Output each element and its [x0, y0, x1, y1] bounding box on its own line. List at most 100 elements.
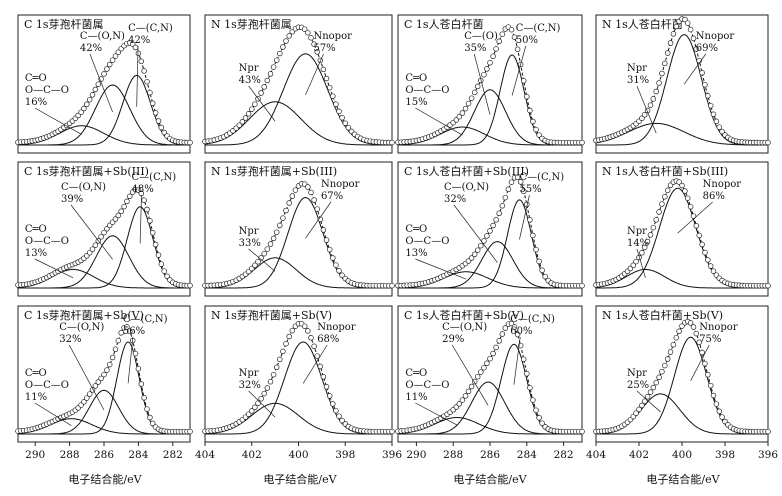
data-point [330, 401, 336, 407]
peak-2-label: Npr [239, 368, 259, 379]
data-point [273, 57, 280, 63]
peak-1-leader [305, 201, 332, 239]
panel-frame [17, 161, 191, 297]
panel-1: C 1s芽孢杆菌属 C—(C,N)42%C—(O,N)42%C═OO—C—O16% [15, 14, 193, 154]
data-point [462, 105, 469, 112]
data-point [511, 324, 518, 330]
peak-3-label: C═O [25, 368, 47, 379]
data-point [481, 364, 487, 371]
peak-2-label: 31% [627, 75, 649, 86]
x-axis-label-2: 电子结合能/eV [263, 472, 337, 486]
x-tick-label: 282 [163, 449, 183, 461]
data-point [520, 188, 527, 195]
data-points [15, 324, 193, 435]
data-point [283, 38, 289, 44]
x-tick-label: 396 [382, 449, 402, 461]
data-point [280, 44, 286, 50]
data-point [465, 388, 472, 395]
panel-title: C 1s人苍白杆菌 [404, 17, 484, 31]
peak-1-label: 55% [519, 184, 541, 195]
data-point [323, 384, 330, 390]
data-point [252, 101, 258, 107]
data-point [536, 258, 542, 265]
data-point [308, 335, 314, 341]
x-tick-label: 290 [406, 449, 426, 461]
data-point [249, 265, 255, 272]
x-tick-label: 404 [586, 449, 606, 461]
data-point [533, 126, 539, 133]
data-point [245, 411, 252, 417]
data-point [641, 244, 648, 251]
data-point [273, 229, 280, 235]
peak-1-label: Nnopor [317, 322, 356, 333]
peak-3-leader [34, 402, 72, 426]
data-point [511, 34, 518, 40]
data-point [283, 340, 289, 347]
data-point [286, 200, 292, 206]
data-point [487, 355, 493, 362]
data-point [487, 228, 493, 234]
data-point [474, 83, 481, 90]
data-point [270, 64, 277, 70]
data-point [471, 251, 478, 258]
peak-2-curve [204, 101, 392, 146]
data-point [633, 410, 639, 416]
data-point [336, 413, 342, 419]
peak-3-label: O—C—O [405, 380, 449, 391]
data-point [536, 415, 542, 421]
peak-1-leader [302, 344, 328, 384]
data-point [527, 217, 533, 223]
peak-3-label: C═O [405, 73, 427, 84]
data-point [676, 179, 682, 185]
x-tick-label: 284 [128, 449, 148, 461]
data-point [659, 201, 665, 207]
data-point [245, 111, 252, 117]
data-point [314, 353, 320, 359]
data-points [395, 174, 585, 289]
data-point [267, 378, 274, 385]
data-point [687, 320, 694, 326]
data-point [659, 368, 665, 375]
data-point [135, 187, 142, 193]
data-point [702, 249, 708, 256]
x-axis-label-4: 电子结合能/eV [646, 472, 720, 486]
data-point [104, 367, 110, 373]
data-point [301, 323, 308, 329]
data-point [508, 179, 515, 185]
data-point [496, 210, 502, 217]
data-point [481, 71, 487, 78]
data-point [320, 66, 327, 73]
peak-2-label: 33% [239, 238, 261, 249]
data-point [664, 187, 671, 194]
data-point [478, 369, 484, 375]
data-point [468, 383, 475, 390]
data-point [496, 338, 502, 344]
data-point [252, 404, 258, 411]
data-point [633, 258, 639, 265]
peak-1-label: 69% [696, 43, 718, 54]
data-point [705, 372, 711, 378]
data-points [593, 318, 771, 435]
peak-1-leader [139, 194, 142, 244]
data-point [333, 407, 339, 414]
data-point [508, 26, 515, 33]
data-point [508, 320, 515, 327]
data-point [647, 232, 654, 238]
peak-2-label: C—(O,N) [61, 182, 106, 193]
data-point [89, 92, 96, 98]
peak-3-label: C═O [25, 224, 47, 235]
data-point [389, 139, 395, 146]
peak-2-label: C—(O,N) [442, 322, 487, 333]
data-point [308, 35, 314, 41]
data-point [687, 26, 694, 33]
data-point [707, 102, 714, 109]
peak-2-leader [248, 85, 276, 122]
peak-1-label: 75% [699, 334, 721, 345]
peak-2-label: 25% [627, 380, 649, 391]
peak-1-label: 42% [128, 35, 150, 46]
data-point [333, 101, 339, 107]
peak-2-leader [89, 53, 113, 113]
data-point [682, 16, 688, 23]
data-point [144, 206, 150, 213]
panel-title: C 1s芽孢杆菌属 [24, 17, 104, 31]
